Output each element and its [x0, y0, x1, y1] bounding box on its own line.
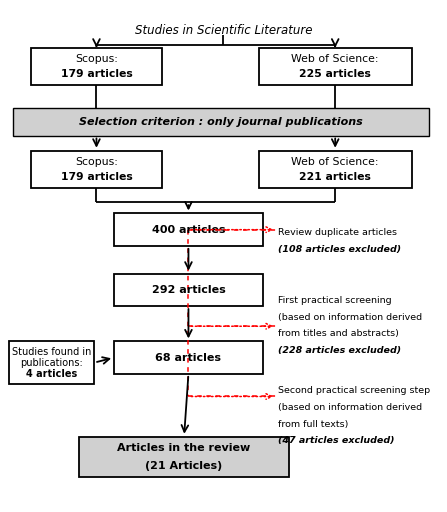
- FancyBboxPatch shape: [31, 48, 162, 86]
- Text: (47 articles excluded): (47 articles excluded): [278, 436, 395, 445]
- Text: Scopus:: Scopus:: [75, 157, 118, 167]
- FancyBboxPatch shape: [258, 48, 412, 86]
- FancyBboxPatch shape: [114, 273, 263, 306]
- Text: (based on information derived: (based on information derived: [278, 403, 422, 412]
- Text: (228 articles excluded): (228 articles excluded): [278, 346, 401, 355]
- Text: Review duplicate articles: Review duplicate articles: [278, 228, 397, 238]
- Text: Second practical screening step: Second practical screening step: [278, 387, 430, 395]
- FancyBboxPatch shape: [114, 214, 263, 246]
- FancyBboxPatch shape: [13, 108, 430, 136]
- FancyBboxPatch shape: [31, 151, 162, 188]
- Text: Studies found in: Studies found in: [12, 347, 91, 356]
- Text: (108 articles excluded): (108 articles excluded): [278, 245, 401, 254]
- Text: from full texts): from full texts): [278, 419, 349, 429]
- Text: First practical screening: First practical screening: [278, 296, 392, 305]
- Text: Web of Science:: Web of Science:: [291, 54, 379, 64]
- Text: publications:: publications:: [20, 357, 83, 368]
- FancyBboxPatch shape: [9, 342, 94, 384]
- Text: 292 articles: 292 articles: [152, 285, 225, 295]
- Text: Studies in Scientific Literature: Studies in Scientific Literature: [135, 24, 312, 37]
- Text: 4 articles: 4 articles: [26, 369, 77, 379]
- Text: Articles in the review: Articles in the review: [118, 443, 251, 453]
- Text: Web of Science:: Web of Science:: [291, 157, 379, 167]
- Text: (based on information derived: (based on information derived: [278, 313, 422, 322]
- FancyBboxPatch shape: [258, 151, 412, 188]
- Text: 400 articles: 400 articles: [152, 225, 225, 234]
- Text: 221 articles: 221 articles: [299, 172, 371, 182]
- Text: 225 articles: 225 articles: [299, 69, 371, 79]
- FancyBboxPatch shape: [79, 437, 289, 477]
- Text: (21 Articles): (21 Articles): [145, 461, 223, 471]
- Text: 179 articles: 179 articles: [61, 172, 132, 182]
- FancyBboxPatch shape: [114, 342, 263, 374]
- Text: 68 articles: 68 articles: [156, 353, 221, 362]
- Text: Selection criterion : only journal publications: Selection criterion : only journal publi…: [80, 117, 363, 127]
- Text: Scopus:: Scopus:: [75, 54, 118, 64]
- Text: 179 articles: 179 articles: [61, 69, 132, 79]
- Text: from titles and abstracts): from titles and abstracts): [278, 329, 399, 338]
